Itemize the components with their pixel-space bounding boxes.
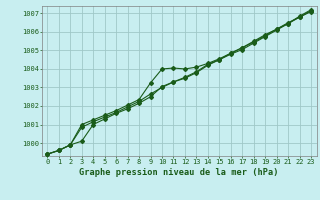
X-axis label: Graphe pression niveau de la mer (hPa): Graphe pression niveau de la mer (hPa) bbox=[79, 168, 279, 177]
